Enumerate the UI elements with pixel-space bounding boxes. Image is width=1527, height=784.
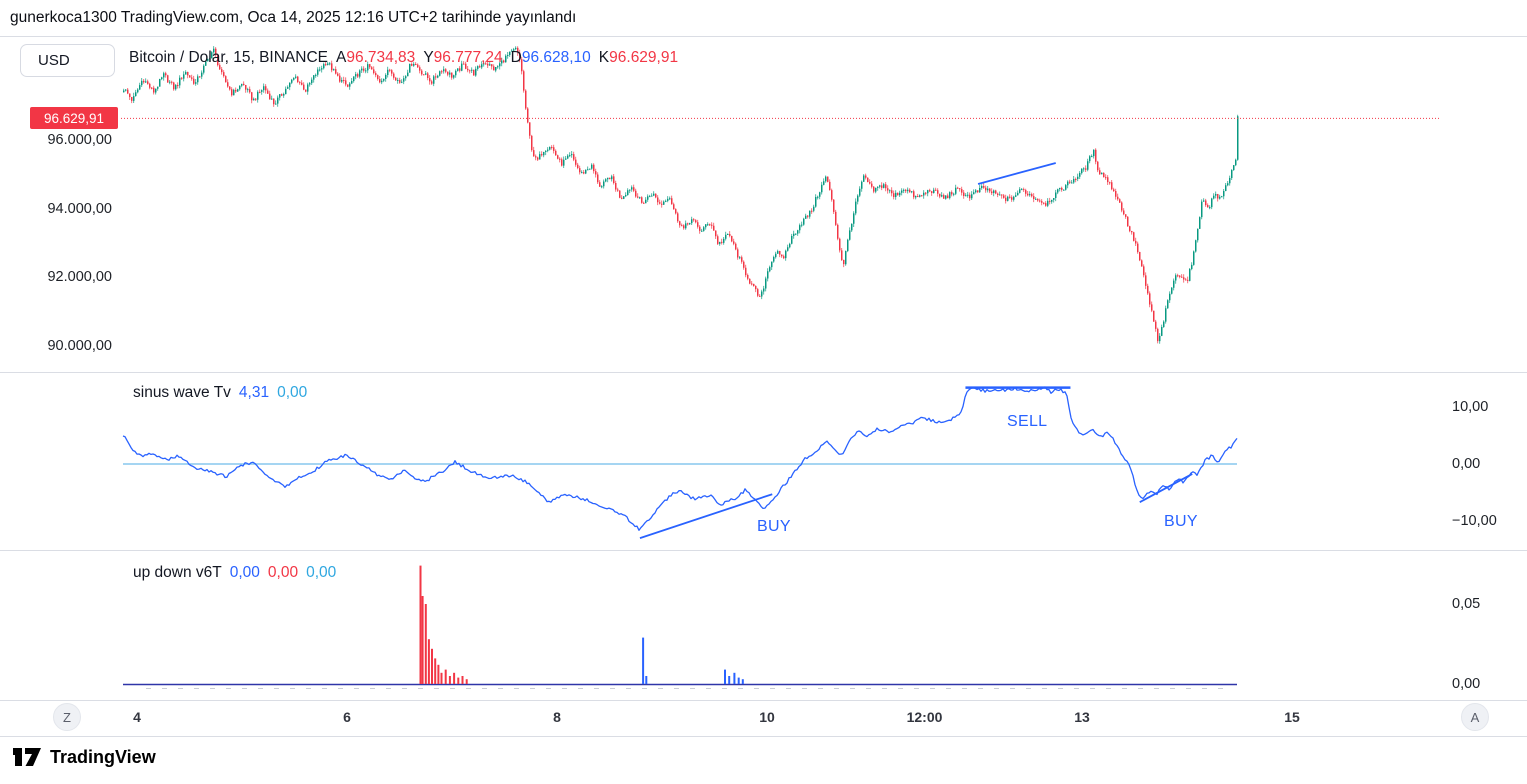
updown-value-2: 0,00 — [267, 564, 299, 581]
timezone-button[interactable]: Z — [53, 703, 81, 731]
indicator-title-sinus-wave[interactable]: sinus wave Tv — [133, 384, 231, 401]
publish-header: gunerkoca1300 TradingView.com, Oca 14, 2… — [10, 9, 576, 27]
sinus-wave-legend: sinus wave Tv 4,31 0,00 — [133, 384, 307, 402]
indicator-title-up-down[interactable]: up down v6T — [133, 564, 222, 581]
up-down-legend: up down v6T 0,00 0,00 0,00 — [133, 564, 336, 582]
ohlc-close: K96.629,91 — [598, 49, 679, 66]
tradingview-logo-icon[interactable] — [12, 744, 42, 770]
auto-scale-button[interactable]: A — [1461, 703, 1489, 731]
sell-annotation[interactable]: SELL — [1007, 413, 1048, 430]
currency-button-label: USD — [38, 52, 70, 69]
main-chart-legend: Bitcoin / Dolar, 15, BINANCE A96.734,83 … — [129, 49, 678, 67]
ohlc-high: Y96.777,24 — [423, 49, 503, 66]
publish-header-text: gunerkoca1300 TradingView.com, Oca 14, 2… — [10, 9, 577, 26]
updown-value-1: 0,00 — [229, 564, 260, 581]
brand-wordmark[interactable]: TradingView — [50, 746, 156, 767]
last-price-badge: 96.629,91 — [30, 107, 118, 129]
footer: TradingView — [12, 744, 156, 770]
updown-value-3: 0,00 — [306, 564, 337, 581]
ohlc-low: D96.628,10 — [510, 49, 591, 66]
sinus-value-1: 4,31 — [238, 384, 270, 401]
symbol-title[interactable]: Bitcoin / Dolar, 15, BINANCE — [129, 49, 328, 66]
buy-annotation-2[interactable]: BUY — [1164, 513, 1198, 530]
ohlc-open: A96.734,83 — [336, 49, 416, 66]
currency-button[interactable]: USD — [20, 44, 115, 77]
sinus-value-2: 0,00 — [277, 384, 308, 401]
buy-annotation-1[interactable]: BUY — [757, 518, 791, 535]
